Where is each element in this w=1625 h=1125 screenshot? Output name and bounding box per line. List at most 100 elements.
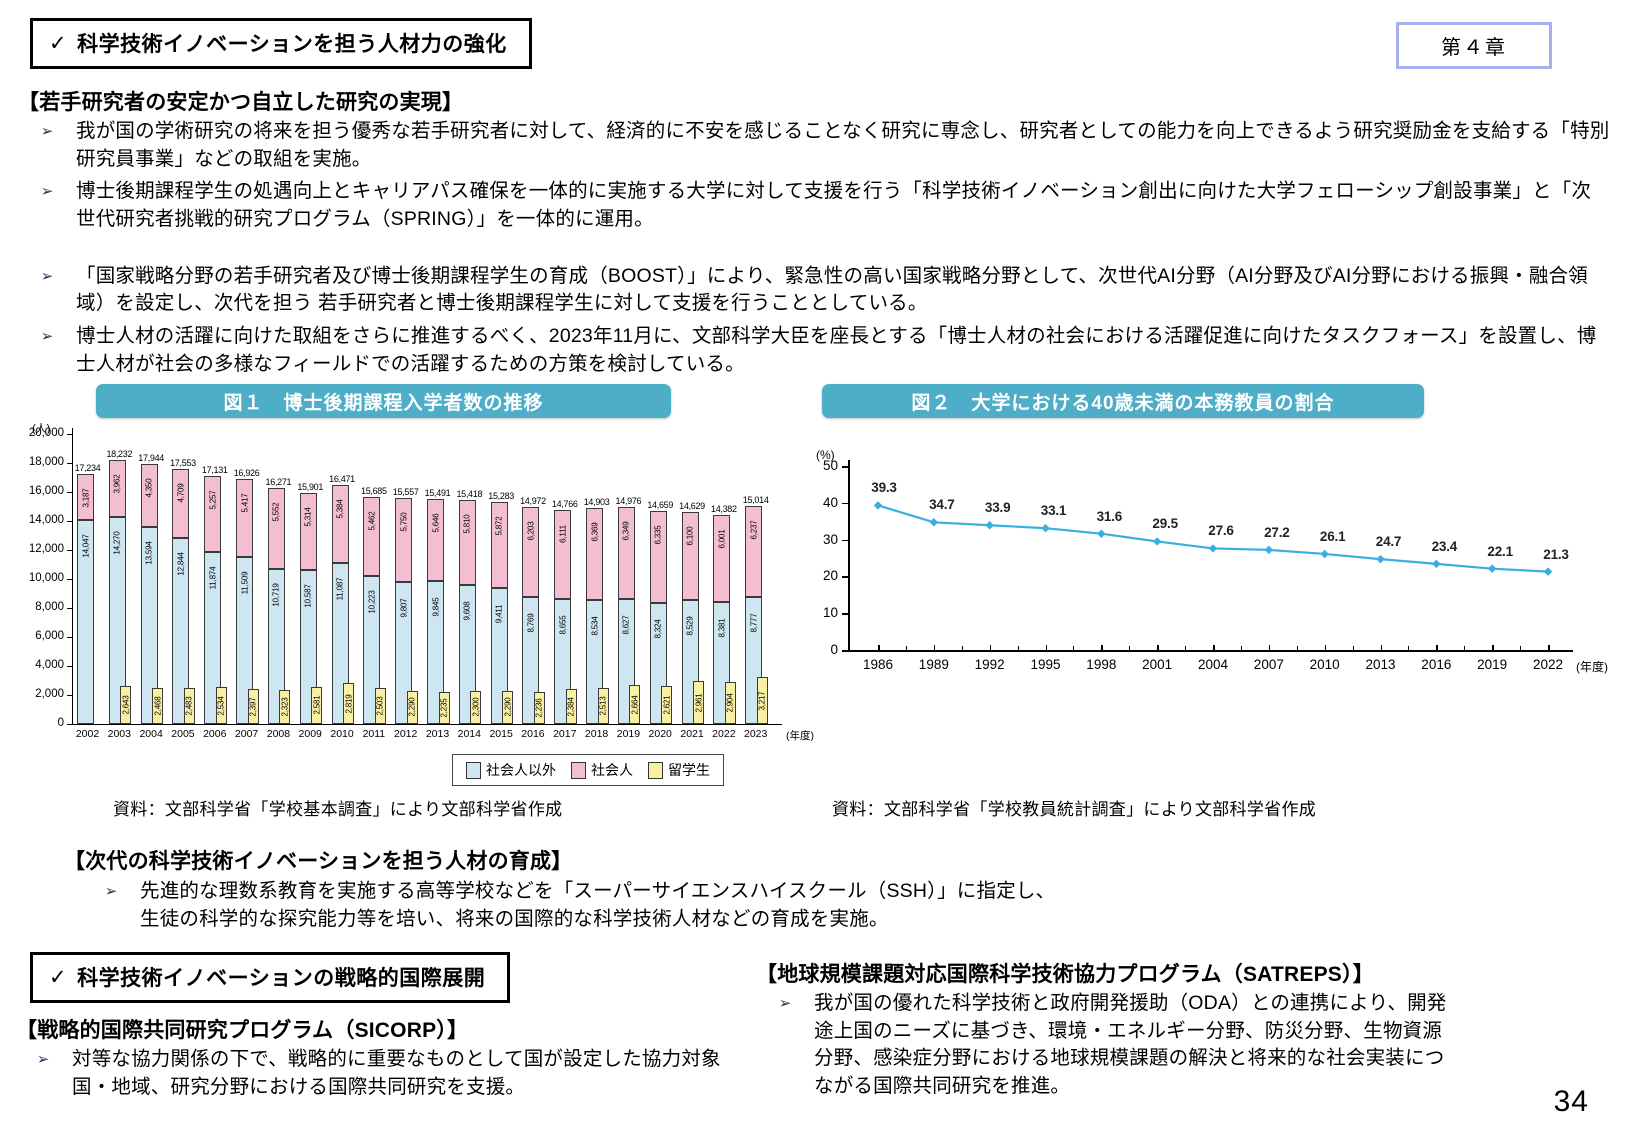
legend-swatch-blue [466,761,481,779]
legend-item: 社会人 [571,760,633,780]
list-item: ➢ 我が国の学術研究の将来を担う優秀な若手研究者に対して、経済的に不安を感じるこ… [18,118,1610,173]
list-item: ➢ 博士人材の活躍に向けた取組をさらに推進するべく、2023年11月に、文部科学… [18,323,1610,378]
bar-value-shakaijin: 5,314 [303,507,313,527]
x-tick-label: 1992 [974,657,1005,672]
heading-satreps: 【地球規模課題対応国際科学技術協力プログラム（SATREPS）】 [756,963,1374,986]
bar-value-shakaijin: 4,709 [176,483,186,503]
x-axis-unit: (年度) [1576,660,1608,674]
bar-overlay-ryuugakusei [152,688,164,724]
y-tick-label: 10,000 [28,572,64,584]
bar-segment-shakaijin [204,475,222,552]
bar-overlay-ryuugakusei [279,690,291,724]
x-tick-label: 2020 [648,728,672,740]
bar-total-label: 14,972 [520,495,546,506]
bar-value-shakaijin: 6,100 [685,526,695,546]
x-minor-tick [1017,646,1019,650]
x-minor-tick [961,646,963,650]
x-tick [1436,645,1438,650]
heading-wakate: 【若手研究者の安定かつ自立した研究の実現】 [18,91,464,114]
y-tick-label: 18,000 [28,456,64,468]
x-tick [1101,645,1103,650]
x-axis-unit: (年度) [786,730,814,742]
x-tick-label: 2008 [266,728,291,740]
bar-segment-shakaijin-igai [172,537,190,724]
x-minor-tick [905,646,907,650]
x-tick-label: 2007 [1253,657,1284,672]
bar-segment-shakaijin-igai [395,581,413,724]
legend-swatch-yellow [648,761,663,779]
bar-total-label: 15,491 [424,488,451,499]
bar-value-ryuugakusei: 2,513 [598,696,608,716]
y-tick-label: 0 [57,717,64,729]
x-tick-label: 2013 [1365,657,1396,672]
bar-value-shakaijin-igai: 9,608 [462,601,472,621]
bar-segment-shakaijin-igai [363,575,381,724]
x-tick-label: 2012 [393,728,418,740]
bar-value-shakaijin: 5,810 [462,514,472,534]
bar-overlay-ryuugakusei [597,687,609,724]
list-item: ➢ 「国家戦略分野の若手研究者及び博士後期課程学生の育成（BOOST）」により、… [18,263,1610,318]
sicorp-bullet-list: ➢ 対等な協力関係の下で、戦略的に重要なものとして国が設定した協力対象国・地域、… [14,1046,744,1106]
data-point-marker [1208,544,1218,553]
y-axis [72,428,73,724]
x-tick-label: 1998 [1086,657,1117,672]
bar-value-shakaijin: 6,237 [749,520,759,540]
y-tick [67,724,72,725]
y-tick [842,466,848,468]
x-tick [878,645,880,650]
y-tick [67,637,72,638]
bar-value-shakaijin-igai: 8,324 [653,619,663,639]
bar-value-ryuugakusei: 2,581 [312,695,322,715]
legend-item: 留学生 [648,760,710,780]
bar-value-ryuugakusei: 2,290 [503,697,513,717]
bar-value-shakaijin: 5,646 [431,513,440,533]
x-minor-tick [1408,646,1410,650]
data-point-label: 39.3 [871,480,897,496]
bullet-text: 「国家戦略分野の若手研究者及び博士後期課程学生の育成（BOOST）」により、緊急… [76,264,1588,315]
list-item: ➢ 博士後期課程学生の処遇向上とキャリアパス確保を一体的に実施する大学に対して支… [18,178,1610,233]
bar-value-shakaijin-igai: 10,223 [367,590,377,614]
bar-value-shakaijin: 6,001 [717,529,727,549]
bar-segment-shakaijin-igai [490,587,508,724]
bar-segment-shakaijin-igai [236,557,254,724]
bar-value-shakaijin-igai: 8,777 [749,613,759,633]
y-tick [67,492,72,493]
bar-overlay-ryuugakusei [311,686,323,724]
list-item: ➢ 先進的な理数系教育を実施する高等学校などを「スーパーサイエンスハイスクール（… [82,878,1062,933]
y-tick-label: 50 [822,458,838,473]
legend-label: 留学生 [668,762,710,778]
bar-segment-shakaijin [77,474,94,521]
data-point-label: 21.3 [1543,546,1569,562]
bar-value-ryuugakusei: 2,236 [534,698,544,718]
legend-label: 社会人以外 [486,762,556,778]
bar-value-ryuugakusei: 3,217 [757,691,767,711]
y-tick-label: 20,000 [28,427,64,439]
x-minor-tick [1073,646,1075,650]
bar-segment-shakaijin [363,496,381,576]
bullet-text: 我が国の優れた科学技術と政府開発援助（ODA）との連携により、開発途上国のニーズ… [814,992,1447,1098]
page-number: 34 [1553,1085,1589,1118]
x-tick-label: 2002 [75,728,100,740]
bar-value-ryuugakusei: 2,664 [630,695,640,715]
x-tick-label: 2010 [330,728,354,740]
bar-total-label: 15,014 [742,495,769,506]
y-tick-label: 0 [830,642,838,657]
y-axis-unit: (%) [816,448,835,462]
y-tick-label: 20 [822,568,838,584]
x-minor-tick [1464,646,1466,650]
x-tick [1157,645,1159,650]
x-axis [72,724,782,725]
bar-value-ryuugakusei: 2,468 [153,696,163,716]
bar-segment-shakaijin [522,506,540,597]
bar-segment-shakaijin [267,488,285,569]
bar-value-shakaijin: 5,552 [271,502,281,522]
bar-value-shakaijin-igai: 10,719 [271,582,281,607]
bar-segment-shakaijin [236,478,254,558]
bar-value-shakaijin-igai: 12,844 [176,552,186,576]
arrow-bullet-icon: ➢ [778,995,792,1012]
y-tick-label: 6,000 [35,630,64,642]
bar-value-shakaijin-igai: 8,627 [621,615,631,635]
y-tick [842,576,848,578]
bar-total-label: 15,283 [488,491,514,502]
bar-segment-shakaijin-igai [77,520,94,724]
